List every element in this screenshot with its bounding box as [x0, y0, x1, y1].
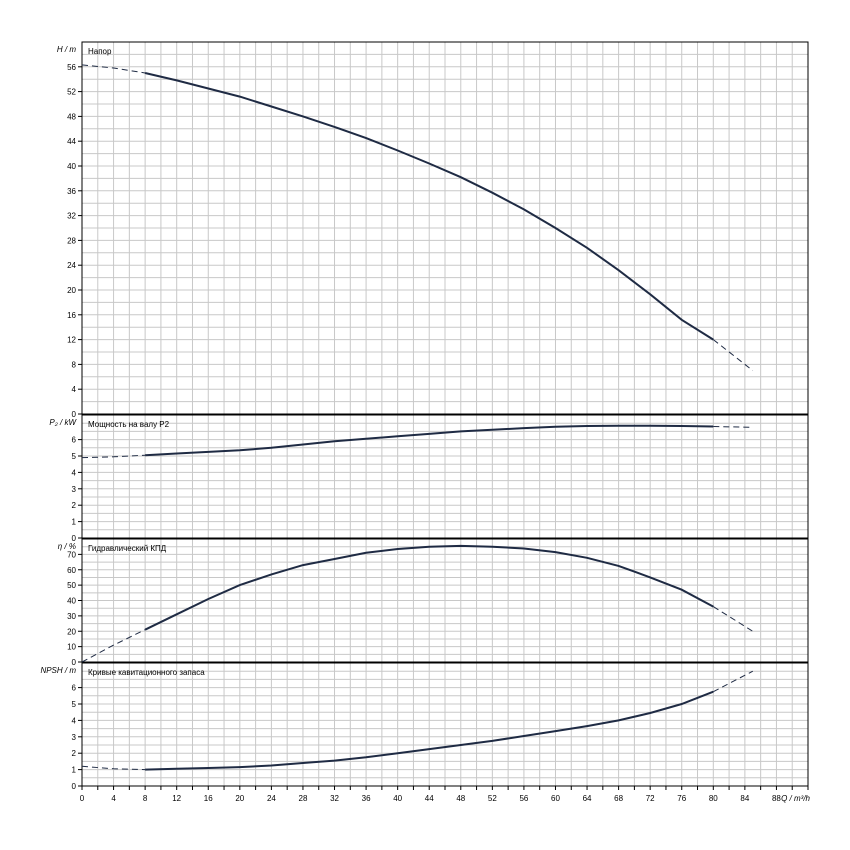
y-tick-label: 40	[67, 597, 76, 606]
y-tick-label: 10	[67, 643, 76, 652]
x-tick-label: 8	[143, 794, 148, 803]
y-tick-label: 52	[67, 88, 76, 97]
y-tick-label: 6	[72, 436, 77, 445]
curve-extension-left	[81, 64, 146, 74]
panel-title: Кривые кавитационного запаса	[88, 668, 205, 677]
x-tick-label: 88	[772, 794, 781, 803]
x-tick-label: 32	[330, 794, 339, 803]
y-tick-label: 16	[67, 311, 76, 320]
panel-title: Гидравлический КПД	[88, 544, 167, 553]
chart-panel-3: 0 10 20 30 40 50 60 70η / % Гидравлический КПД	[58, 538, 809, 667]
y-tick-label: 28	[67, 236, 76, 245]
y-tick-label: 2	[72, 501, 77, 510]
curve-operating-range	[145, 424, 714, 457]
x-tick-label: 44	[425, 794, 434, 803]
y-tick-label: 70	[67, 550, 76, 559]
curve-operating-range	[144, 544, 714, 631]
panel-frame	[81, 41, 809, 415]
y-tick-label: 56	[67, 63, 76, 72]
curve-operating-range	[144, 72, 714, 341]
y-tick-label: 12	[67, 336, 76, 345]
x-tick-label: 60	[551, 794, 560, 803]
x-tick-label: 28	[299, 794, 308, 803]
x-axis-label: Q / m³/h	[781, 794, 810, 803]
y-tick-label: 32	[67, 212, 76, 221]
y-tick-label: 1	[72, 518, 77, 527]
y-tick-label: 8	[72, 360, 77, 369]
curve-extension-left	[81, 629, 146, 663]
x-tick-label: 0	[80, 794, 85, 803]
y-tick-label: 5	[72, 452, 77, 461]
y-tick-label: 20	[67, 286, 76, 295]
y-tick-label: 0	[72, 534, 77, 543]
curve-extension-right	[713, 670, 754, 693]
x-axis: 0 4 8 12 16 20 24 28 32 36 40 44 48 52 56 60 64 68 72 76 80 8…	[80, 786, 811, 803]
x-tick-label: 56	[519, 794, 528, 803]
curve-extension-left	[81, 454, 146, 459]
y-tick-label: 4	[72, 716, 77, 725]
curve-operating-range	[145, 690, 714, 771]
x-tick-label: 84	[740, 794, 749, 803]
x-tick-label: 36	[362, 794, 371, 803]
x-tick-label: 76	[677, 794, 686, 803]
y-tick-label: 1	[72, 766, 77, 775]
curve-extension-right	[713, 606, 754, 632]
panel-title: Напор	[88, 47, 112, 56]
x-tick-label: 68	[614, 794, 623, 803]
panel-title: Мощность на валу P2	[88, 420, 170, 429]
y-axis-label: NPSH / m	[40, 666, 76, 675]
y-tick-label: 3	[72, 485, 77, 494]
y-tick-label: 60	[67, 566, 76, 575]
x-tick-label: 4	[111, 794, 116, 803]
x-tick-label: 20	[235, 794, 244, 803]
curve-extension-right	[713, 426, 753, 428]
y-tick-label: 48	[67, 112, 76, 121]
y-tick-label: 50	[67, 581, 76, 590]
y-tick-label: 0	[72, 410, 77, 419]
y-tick-label: 0	[72, 658, 77, 667]
y-tick-label: 4	[72, 385, 77, 394]
y-tick-label: 20	[67, 627, 76, 636]
y-tick-label: 24	[67, 261, 76, 270]
x-tick-label: 80	[709, 794, 718, 803]
y-tick-label: 0	[72, 782, 77, 791]
y-tick-label: 44	[67, 137, 76, 146]
x-tick-label: 24	[267, 794, 276, 803]
y-tick-label: 6	[72, 684, 77, 693]
chart-panel-4: 0 1 2 3 4 5 6 NPSH / m Кривые кавитационного зап…	[40, 662, 809, 791]
curve-extension-left	[81, 765, 146, 771]
panel-frame	[81, 414, 809, 539]
x-tick-label: 64	[583, 794, 592, 803]
y-axis-label: H / m	[57, 45, 76, 54]
x-tick-label: 72	[646, 794, 655, 803]
x-tick-label: 52	[488, 794, 497, 803]
y-tick-label: 4	[72, 468, 77, 477]
chart-panel-2: 0 1 2 3 4 5 6 P₂ / kW Мощность на валу P2	[49, 414, 809, 543]
y-tick-label: 36	[67, 187, 76, 196]
y-tick-label: 5	[72, 700, 77, 709]
y-tick-label: 40	[67, 162, 76, 171]
x-tick-label: 16	[204, 794, 213, 803]
x-tick-label: 48	[456, 794, 465, 803]
x-tick-label: 40	[393, 794, 402, 803]
y-tick-label: 2	[72, 749, 77, 758]
y-axis-label: P₂ / kW	[49, 418, 77, 427]
y-tick-label: 3	[72, 733, 77, 742]
x-tick-label: 12	[172, 794, 181, 803]
curve-extension-right	[712, 339, 754, 371]
y-axis-label: η / %	[58, 542, 76, 551]
y-tick-label: 30	[67, 612, 76, 621]
